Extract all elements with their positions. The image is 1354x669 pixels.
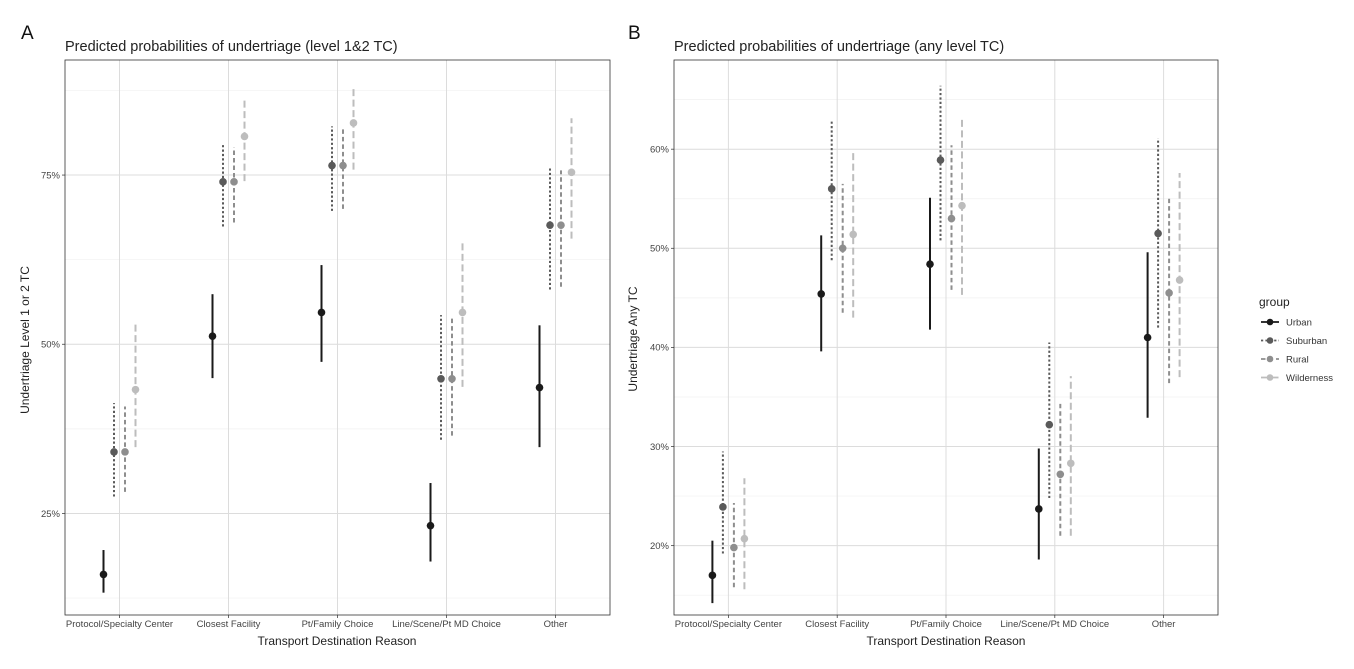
data-point (708, 571, 717, 580)
y-tick-label: 25% (41, 509, 61, 520)
data-point (317, 308, 326, 317)
data-point (730, 543, 738, 552)
data-point (817, 290, 825, 298)
data-point (1035, 505, 1043, 513)
data-point (926, 260, 934, 268)
legend-item-rural: Rural (1261, 354, 1309, 365)
y-tick-label: 60% (650, 144, 670, 155)
legend: group Urban Suburban Rural Wilderness (1259, 295, 1333, 384)
panel-a-y-axis-title: Undertriage Level 1 or 2 TC (18, 266, 32, 414)
series-suburban (719, 85, 1162, 554)
x-tick-label: Other (1152, 619, 1176, 630)
legend-item-wilderness: Wilderness (1261, 373, 1333, 384)
series-rural (121, 127, 565, 492)
panel-b-x-axis-title: Transport Destination Reason (867, 634, 1026, 648)
data-point (719, 503, 727, 511)
x-tick-label: Protocol/Specialty Center (66, 619, 173, 630)
data-point (849, 230, 857, 239)
data-point (947, 214, 956, 223)
y-tick-label: 75% (41, 170, 61, 181)
data-point (838, 244, 847, 253)
data-point (458, 308, 467, 317)
data-point (1067, 459, 1075, 468)
legend-item-suburban: Suburban (1261, 336, 1327, 347)
series-urban (708, 197, 1152, 604)
legend-point (1266, 318, 1274, 326)
x-tick-label: Protocol/Specialty Center (675, 619, 782, 630)
x-tick-label: Pt/Family Choice (910, 619, 982, 630)
data-point (131, 385, 140, 394)
x-tick-label: Pt/Family Choice (302, 619, 374, 630)
x-tick-label: Closest Facility (197, 619, 261, 630)
data-point (230, 178, 238, 186)
panel-a-title: Predicted probabilities of undertriage (… (65, 39, 398, 55)
data-point (535, 383, 544, 392)
data-point (546, 221, 554, 229)
panel-b-plot: 20% 30% 40% 50% 60% Protocol/Specialty Center… (650, 59, 1219, 630)
legend-label: Rural (1286, 354, 1309, 365)
legend-label: Urban (1286, 317, 1312, 328)
data-point (240, 132, 249, 141)
data-point (1045, 420, 1054, 429)
legend-title: group (1259, 295, 1290, 309)
data-point (827, 185, 836, 193)
x-tick-label: Line/Scene/Pt MD Choice (392, 619, 501, 630)
series-rural (730, 145, 1173, 588)
data-point (99, 570, 108, 579)
data-point (958, 201, 966, 210)
x-tick-label: Closest Facility (805, 619, 869, 630)
legend-point (1266, 337, 1274, 344)
data-point (121, 448, 129, 456)
data-point (328, 161, 336, 170)
data-point (426, 521, 435, 530)
panel-b-y-axis-title: Undertriage Any TC (626, 286, 640, 391)
data-point (936, 156, 945, 164)
data-point (567, 168, 576, 177)
series-wilderness (740, 117, 1184, 590)
y-tick-label: 20% (650, 541, 670, 552)
data-point (1175, 276, 1184, 284)
y-tick-label: 40% (650, 343, 670, 354)
plot-border (64, 59, 611, 616)
legend-item-urban: Urban (1261, 317, 1312, 328)
data-point (110, 448, 118, 456)
panel-a-plot: 25% 50% 75% Protocol/Specialty Center Closes… (41, 59, 611, 630)
y-tick-label: 50% (41, 340, 61, 351)
series-suburban (110, 126, 554, 497)
panel-letter-a: A (21, 23, 34, 44)
x-tick-label: Other (544, 619, 568, 630)
data-point (740, 534, 749, 543)
legend-label: Suburban (1286, 336, 1327, 347)
data-point (1165, 289, 1173, 297)
data-point (557, 221, 565, 229)
data-point (339, 161, 347, 170)
y-tick-label: 30% (650, 442, 670, 453)
x-tick-label: Line/Scene/Pt MD Choice (1000, 619, 1109, 630)
data-point (1154, 229, 1162, 238)
panel-b-title: Predicted probabilities of undertriage (… (674, 39, 1004, 55)
data-point (349, 119, 358, 127)
data-point (208, 332, 217, 340)
series-wilderness (131, 88, 576, 448)
panel-letter-b: B (628, 23, 641, 44)
data-point (448, 374, 456, 383)
legend-point (1266, 355, 1274, 363)
data-point (437, 374, 445, 383)
series-urban (99, 265, 544, 593)
data-point (1056, 470, 1065, 479)
data-point (219, 178, 227, 186)
y-tick-label: 50% (650, 244, 670, 255)
legend-point (1266, 374, 1274, 381)
plot-border (673, 59, 1219, 616)
legend-label: Wilderness (1286, 373, 1333, 384)
panel-a-x-axis-title: Transport Destination Reason (258, 634, 417, 648)
data-point (1143, 333, 1152, 342)
